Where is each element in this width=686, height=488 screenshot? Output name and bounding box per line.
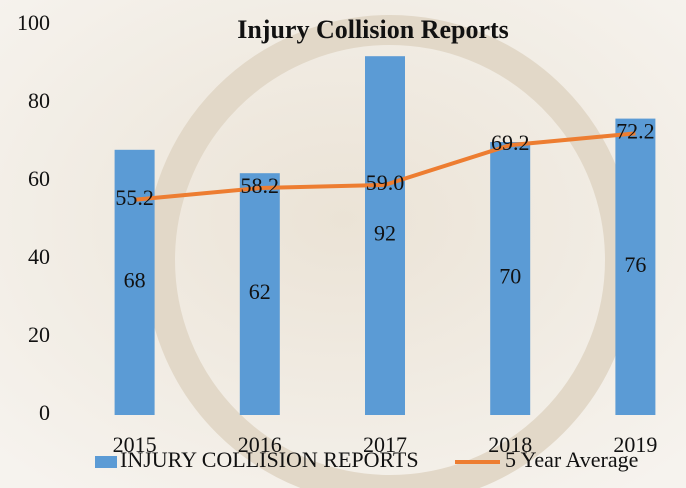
bar [490, 142, 531, 415]
y-tick-label: 80 [28, 88, 50, 113]
chart-title: Injury Collision Reports [237, 15, 509, 44]
line-value-label: 59.0 [366, 170, 405, 195]
x-tick-label: 2018 [488, 432, 532, 457]
bar [615, 118, 656, 415]
y-tick-label: 60 [28, 166, 50, 191]
x-tick-label: 2019 [613, 432, 657, 457]
bar [365, 56, 405, 415]
line-value-label: 58.2 [241, 173, 280, 198]
bar [239, 173, 280, 415]
y-tick-label: 0 [39, 400, 50, 425]
bar-value-label: 92 [374, 221, 396, 246]
line-value-label: 55.2 [115, 185, 154, 210]
bar-value-label: 62 [249, 279, 271, 304]
legend-label: INJURY COLLISION REPORTS [120, 447, 419, 472]
line-value-label: 69.2 [491, 130, 530, 155]
line [134, 131, 636, 202]
bar [114, 149, 155, 416]
y-tick-label: 100 [17, 10, 50, 35]
y-tick-label: 20 [28, 322, 50, 347]
bar-value-label: 76 [624, 252, 646, 277]
x-tick-label: 2016 [238, 432, 282, 457]
line-value-label: 72.2 [616, 118, 655, 143]
x-tick-label: 2017 [363, 432, 407, 457]
bar-value-label: 68 [124, 267, 146, 292]
y-tick-label: 40 [28, 244, 50, 269]
legend-swatch [95, 456, 117, 468]
x-tick-label: 2015 [113, 432, 157, 457]
bar-value-label: 70 [499, 264, 521, 289]
legend-label: 5 Year Average [505, 447, 638, 472]
